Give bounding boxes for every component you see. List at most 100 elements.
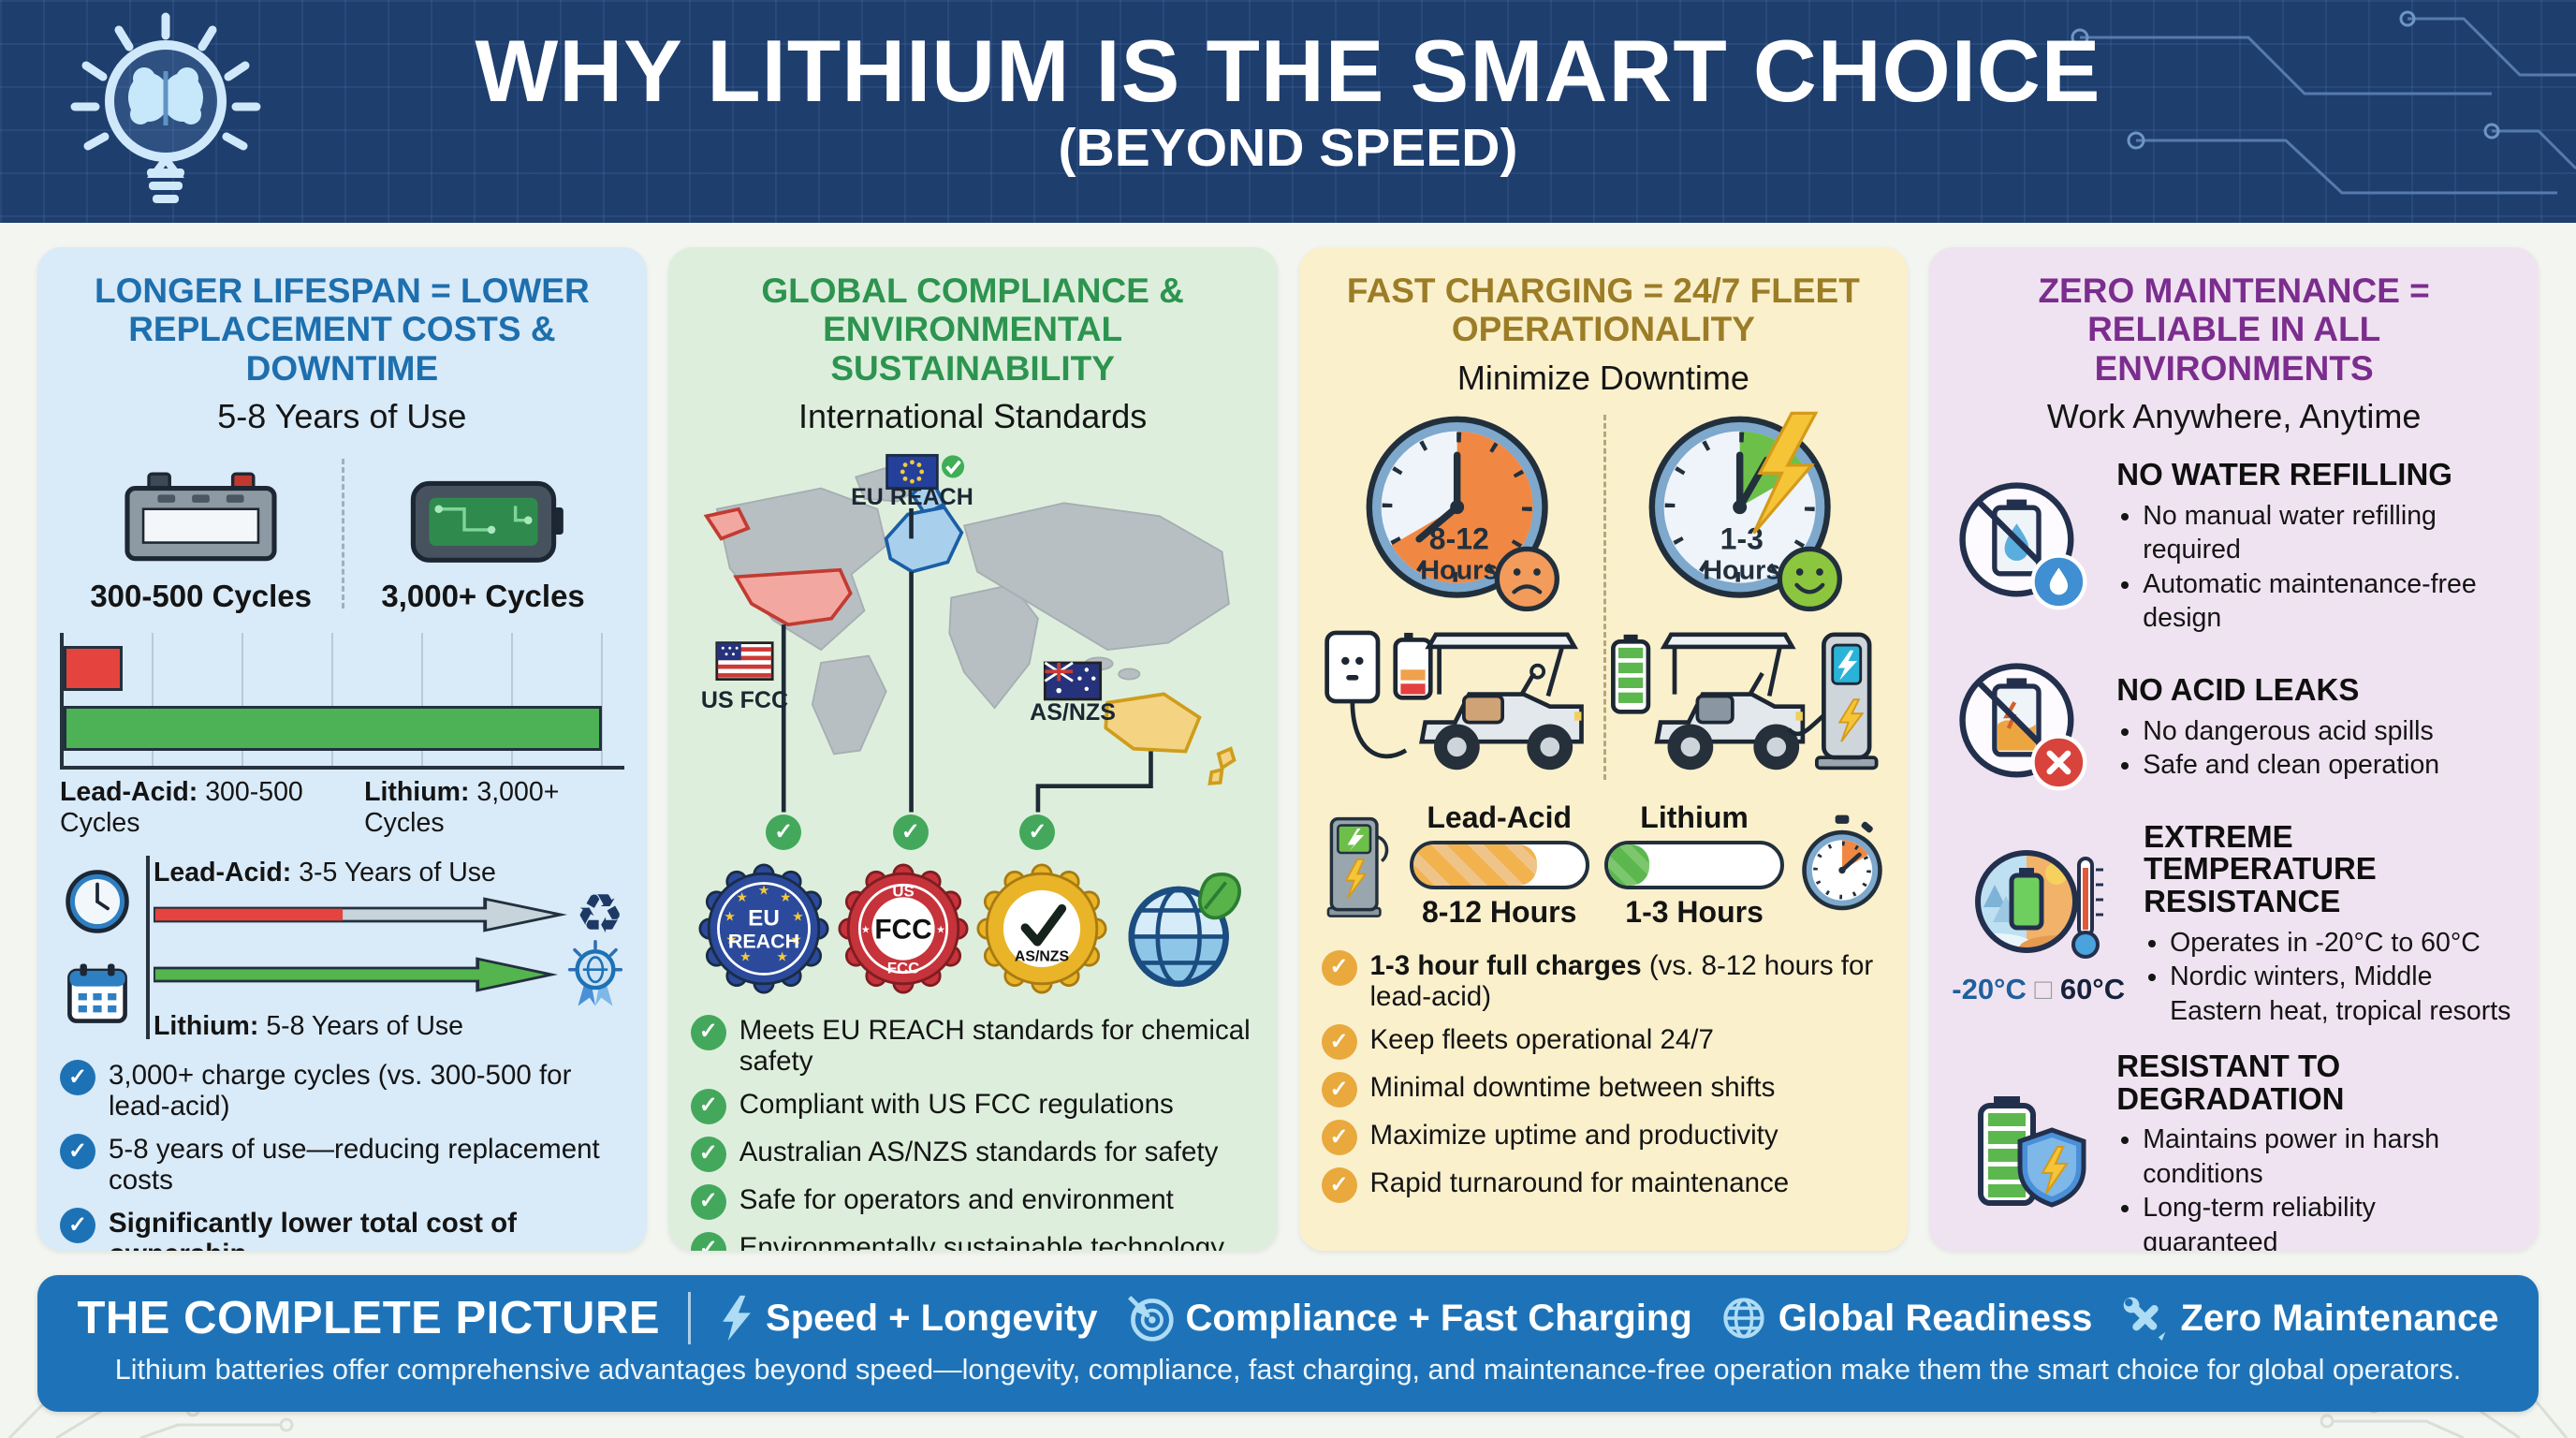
- lithium-arrow: [154, 956, 559, 992]
- timeline-icons: [60, 856, 135, 1039]
- check-icon: ✓: [1019, 814, 1056, 850]
- lithium-charge-col: Lithium 1-3 Hours: [1603, 800, 1785, 930]
- happy-face-icon: [1777, 546, 1842, 612]
- target-icon: [1127, 1296, 1174, 1342]
- divider: [688, 1292, 692, 1344]
- summary-item-speed: Speed + Longevity: [719, 1294, 1098, 1343]
- svg-text:FCC: FCC: [874, 914, 931, 945]
- svg-text:★: ★: [936, 924, 945, 935]
- lead-acid-years-label: Lead-Acid: 3-5 Years of Use: [154, 858, 496, 888]
- svg-text:★: ★: [725, 932, 738, 946]
- bolt-icon: [723, 1295, 751, 1342]
- lead-acid-cycles-label: 300-500 Cycles: [90, 579, 313, 614]
- summary-item-compliance: Compliance + Fast Charging: [1126, 1294, 1692, 1343]
- lead-acid-chart-label: Lead-Acid: 300-500 Cycles: [60, 777, 303, 839]
- bullet-item: ✓ Minimal downtime between shifts: [1321, 1071, 1886, 1108]
- extreme-temperature-icon: [1974, 850, 2103, 960]
- feature-no-acid: NO ACID LEAKS No dangerous acid spills S…: [1952, 658, 2516, 799]
- feature-bullets: Maintains power in harsh conditions Long…: [2116, 1123, 2516, 1251]
- lead-acid-bar: [64, 646, 123, 692]
- compliance-check-row: ✓ ✓ ✓: [691, 814, 1255, 861]
- us-fcc-map-label: US FCC: [701, 688, 788, 714]
- check-icon: ✓: [60, 1134, 95, 1170]
- check-icon: ✓: [1321, 949, 1357, 986]
- lead-acid-arrow: [154, 897, 568, 933]
- asnzs-badge: AS/NZS: [976, 863, 1107, 994]
- panel-compliance: GLOBAL COMPLIANCE & ENVIRONMENTAL SUSTAI…: [667, 247, 1278, 1251]
- bullet-item: ✓ Australian AS/NZS standards for safety: [690, 1136, 1255, 1172]
- panel-fast-charging-title: FAST CHARGING = 24/7 FLEET OPERATIONALIT…: [1346, 271, 1860, 349]
- globe-icon: [1723, 1298, 1764, 1339]
- feature-degradation: RESISTANT TO DEGRADATION Maintains power…: [1952, 1049, 2516, 1251]
- bullet-item: ✓ Compliant with US FCC regulations: [690, 1088, 1255, 1124]
- lead-acid-charge-bar: [1409, 840, 1589, 889]
- feature-title: RESISTANT TO DEGRADATION: [2116, 1049, 2345, 1116]
- bullet-item: ✓ 5-8 years of use—reducing replacement c…: [60, 1134, 624, 1196]
- us-flag-icon: [715, 641, 774, 682]
- no-acid-leak-icon: [1959, 663, 2087, 791]
- charging-pillar-icon: [1786, 632, 1879, 770]
- summary-headline: THE COMPLETE PICTURE: [77, 1293, 661, 1343]
- check-icon: ✓: [60, 1060, 95, 1096]
- svg-text:FCC: FCC: [887, 959, 920, 976]
- panel-compliance-title: GLOBAL COMPLIANCE & ENVIRONMENTAL SUSTAI…: [761, 271, 1184, 388]
- check-icon: ✓: [1321, 1023, 1357, 1060]
- lithium-cell: 3,000+ Cycles: [342, 453, 623, 614]
- summary-row: THE COMPLETE PICTURE Speed + Longevity C…: [71, 1292, 2505, 1344]
- feature-no-water: NO WATER REFILLING No manual water refil…: [1952, 459, 2516, 636]
- check-icon: ✓: [690, 1183, 726, 1220]
- lead-acid-cart-scene: [1322, 617, 1603, 787]
- lead-acid-cell: 300-500 Cycles: [60, 453, 342, 614]
- eu-flag-icon: [885, 454, 939, 491]
- award-medal-icon: [567, 939, 622, 1005]
- panel-zero-maintenance: ZERO MAINTENANCE = RELIABLE IN ALL ENVIR…: [1929, 247, 2539, 1251]
- clock-icon: [66, 870, 129, 934]
- bolt-icon: [1751, 411, 1818, 535]
- cycle-chart-labels: Lead-Acid: 300-500 Cycles Lithium: 3,000…: [60, 777, 624, 839]
- svg-text:★: ★: [777, 948, 789, 963]
- cycle-bar-chart: Lead-Acid: 300-500 Cycles Lithium: 3,000…: [60, 633, 624, 839]
- brain-bulb-icon: [70, 12, 261, 203]
- bullet-item: ✓ 3,000+ charge cycles (vs. 300-500 for l…: [60, 1060, 624, 1122]
- check-icon: ✓: [690, 1136, 726, 1172]
- us-fcc-badge: US FCC FCC ★ ★: [838, 863, 969, 994]
- temperature-range-label: -20°C □ 60°C: [1952, 973, 2126, 1006]
- full-battery-icon: [1610, 634, 1650, 714]
- panel-zero-maintenance-title: ZERO MAINTENANCE = RELIABLE IN ALL ENVIR…: [2038, 271, 2430, 388]
- panel-compliance-subtitle: International Standards: [798, 397, 1148, 436]
- panel-fast-charging-subtitle: Minimize Downtime: [1456, 358, 1749, 397]
- certification-badges: ★ ★ ★ ★ ★ ★ ★ ★ ★ EU REACH US FCC FCC ★ ★: [691, 863, 1255, 994]
- aus-flag-icon: [1043, 661, 1102, 701]
- timeline-lead-acid-row: Lead-Acid: 3-5 Years of Use ♻: [154, 856, 624, 942]
- summary-subtitle: Lithium batteries offer comprehensive ad…: [114, 1354, 2462, 1386]
- svg-text:Hours: Hours: [1420, 555, 1498, 585]
- svg-text:REACH: REACH: [728, 930, 799, 952]
- check-icon: ✓: [690, 1231, 726, 1251]
- check-icon: ✓: [690, 1088, 726, 1124]
- svg-text:★: ★: [792, 908, 804, 923]
- bullet-item: ✓ Keep fleets operational 24/7: [1321, 1023, 1886, 1060]
- lithium-years-label: Lithium: 5-8 Years of Use: [154, 1010, 464, 1041]
- feature-title: NO ACID LEAKS: [2116, 672, 2360, 708]
- check-icon: ✓: [60, 1208, 95, 1244]
- svg-text:★: ★: [737, 889, 749, 904]
- check-icon: ✓: [1321, 1071, 1357, 1108]
- eu-reach-badge: ★ ★★★ ★★★★★ EU REACH: [698, 863, 829, 994]
- golf-cart: [1419, 632, 1585, 770]
- fast-charge-clock: 1-3 Hours: [1603, 407, 1885, 617]
- svg-text:★: ★: [739, 948, 752, 963]
- eu-check-icon: [941, 455, 964, 478]
- lifespan-timeline: Lead-Acid: 3-5 Years of Use ♻: [60, 856, 624, 1041]
- tools-icon: [2124, 1297, 2166, 1342]
- feature-title: NO WATER REFILLING: [2116, 457, 2452, 492]
- map-connectors: [781, 508, 1153, 813]
- wall-outlet-icon: [1325, 630, 1381, 704]
- timeline-lithium-row: Lithium: 5-8 Years of Use: [154, 939, 624, 1044]
- circuit-decoration-icon: [2071, 10, 2576, 195]
- lead-acid-battery-icon: [124, 472, 277, 562]
- charging-comparison: 8-12 Hours: [1322, 407, 1886, 787]
- summary-item-maintenance: Zero Maintenance: [2120, 1294, 2499, 1343]
- header-banner: WHY LITHIUM IS THE SMART CHOICE (BEYOND …: [0, 0, 2576, 223]
- lithium-bar: [64, 706, 602, 752]
